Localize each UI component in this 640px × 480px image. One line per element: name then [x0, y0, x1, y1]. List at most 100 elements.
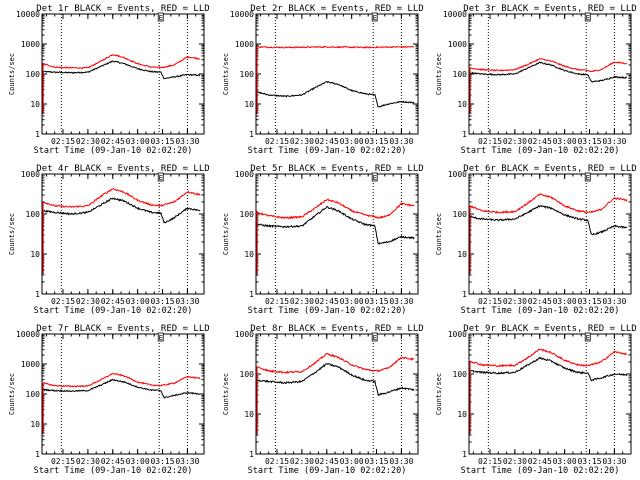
- y-tick-label: 10: [30, 420, 40, 429]
- x-tick-label: 03:00: [553, 457, 577, 466]
- x-tick-label: 03:15: [577, 137, 601, 146]
- y-tick-label: 10: [30, 100, 40, 109]
- plot-frame: [468, 173, 632, 295]
- y-tick-label: 100: [453, 370, 468, 379]
- x-tick-label: 03:00: [553, 137, 577, 146]
- x-tick-label: 02:15: [265, 297, 289, 306]
- y-tick-label: 1: [249, 130, 254, 139]
- series-events-line: [469, 356, 628, 434]
- event-marker: [584, 172, 591, 182]
- event-marker: [371, 332, 378, 342]
- panel-title: Det 4r BLACK = Events, RED = LLD: [36, 164, 209, 174]
- y-axis-label: Counts/sec: [222, 53, 230, 95]
- event-marker: [584, 332, 591, 342]
- x-tick-label: 03:30: [389, 137, 413, 146]
- y-tick-label: 100: [240, 370, 255, 379]
- panel-6: Det 6r BLACK = Events, RED = LLD 1 10 100 10…: [435, 164, 637, 316]
- x-axis-label: Start Time (09-Jan-10 02:02:20): [461, 466, 620, 476]
- panel-2: Det 2r BLACK = Events, RED = LLD 1 10 100 10…: [222, 4, 424, 156]
- y-tick-label: 10: [30, 250, 40, 259]
- x-tick-label: 02:15: [265, 137, 289, 146]
- x-tick-label: 03:00: [553, 297, 577, 306]
- panel-title: Det 6r BLACK = Events, RED = LLD: [463, 164, 636, 174]
- x-tick-label: 02:15: [478, 297, 502, 306]
- x-tick-label: 02:15: [51, 457, 75, 466]
- y-tick-label: 10000: [230, 10, 254, 19]
- event-marker-label: E: [159, 334, 163, 342]
- event-marker: [157, 172, 164, 182]
- x-tick-label: 03:30: [602, 137, 626, 146]
- y-tick-label: 10000: [16, 10, 40, 19]
- y-tick-label: 1: [249, 450, 254, 459]
- x-tick-label: 03:15: [150, 457, 174, 466]
- series-lld-line: [256, 352, 415, 434]
- x-tick-label: 02:30: [503, 297, 527, 306]
- y-tick-label: 100: [26, 390, 41, 399]
- x-tick-label: 03:15: [577, 297, 601, 306]
- y-tick-label: 1: [462, 450, 467, 459]
- y-axis-label: Counts/sec: [8, 373, 16, 415]
- x-tick-label: 03:30: [389, 457, 413, 466]
- x-tick-label: 02:15: [265, 457, 289, 466]
- y-tick-label: 1000: [21, 40, 40, 49]
- y-axis-label: Counts/sec: [8, 53, 16, 95]
- plot-frame: [468, 13, 632, 135]
- y-tick-label: 1000: [235, 170, 254, 179]
- y-tick-label: 100: [240, 70, 255, 79]
- y-tick-label: 100: [26, 70, 41, 79]
- panel-9: Det 9r BLACK = Events, RED = LLD 1 10 100 10…: [435, 324, 637, 476]
- plot-frame: [41, 173, 205, 295]
- series-events-line: [469, 204, 628, 274]
- y-axis-label: Counts/sec: [435, 213, 443, 255]
- panel-4: Det 4r BLACK = Events, RED = LLD 1 10 100 10…: [8, 164, 210, 316]
- y-tick-label: 10: [457, 100, 467, 109]
- y-tick-label: 1: [35, 450, 40, 459]
- series-events-line: [256, 80, 415, 114]
- x-tick-label: 02:15: [478, 137, 502, 146]
- event-marker-label: E: [586, 174, 590, 182]
- x-tick-label: 02:30: [290, 137, 314, 146]
- event-marker: [157, 332, 164, 342]
- x-tick-label: 02:30: [76, 137, 100, 146]
- x-tick-label: 02:15: [51, 297, 75, 306]
- y-axis-label: Counts/sec: [222, 213, 230, 255]
- panel-5: Det 5r BLACK = Events, RED = LLD 1 10 100 10…: [222, 164, 424, 316]
- event-marker: [157, 12, 164, 22]
- x-tick-label: 03:15: [577, 457, 601, 466]
- event-marker-label: E: [373, 174, 377, 182]
- x-tick-label: 03:15: [364, 137, 388, 146]
- series-lld-line: [42, 187, 201, 274]
- x-tick-label: 03:00: [340, 457, 364, 466]
- x-tick-label: 02:30: [503, 137, 527, 146]
- x-tick-label: 02:30: [503, 457, 527, 466]
- y-tick-label: 100: [26, 210, 41, 219]
- series-lld-line: [469, 348, 628, 434]
- y-tick-label: 1000: [235, 330, 254, 339]
- series-lld-line: [256, 45, 415, 114]
- series-events-line: [42, 378, 201, 434]
- series-lld-line: [256, 198, 415, 274]
- y-tick-label: 100: [453, 70, 468, 79]
- x-tick-label: 02:45: [101, 137, 125, 146]
- panel-7: Det 7r BLACK = Events, RED = LLD 1 10 100 10…: [8, 324, 210, 476]
- panel-3: Det 3r BLACK = Events, RED = LLD 1 10 100 10…: [435, 4, 637, 156]
- x-axis-label: Start Time (09-Jan-10 02:02:20): [461, 146, 620, 156]
- event-marker-label: E: [586, 334, 590, 342]
- x-axis-label: Start Time (09-Jan-10 02:02:20): [248, 306, 407, 316]
- y-tick-label: 10000: [16, 330, 40, 339]
- x-axis-label: Start Time (09-Jan-10 02:02:20): [248, 466, 407, 476]
- panel-title: Det 5r BLACK = Events, RED = LLD: [250, 164, 423, 174]
- y-axis-label: Counts/sec: [435, 373, 443, 415]
- plot-frame: [255, 173, 419, 295]
- panel-title: Det 2r BLACK = Events, RED = LLD: [250, 4, 423, 14]
- series-events-line: [256, 205, 415, 274]
- event-marker: [371, 172, 378, 182]
- x-axis-label: Start Time (09-Jan-10 02:02:20): [34, 466, 193, 476]
- y-tick-label: 10: [244, 250, 254, 259]
- series-lld-line: [469, 193, 628, 274]
- event-marker-label: E: [159, 14, 163, 22]
- series-events-line: [42, 60, 201, 114]
- x-tick-label: 03:00: [126, 137, 150, 146]
- y-tick-label: 10: [244, 100, 254, 109]
